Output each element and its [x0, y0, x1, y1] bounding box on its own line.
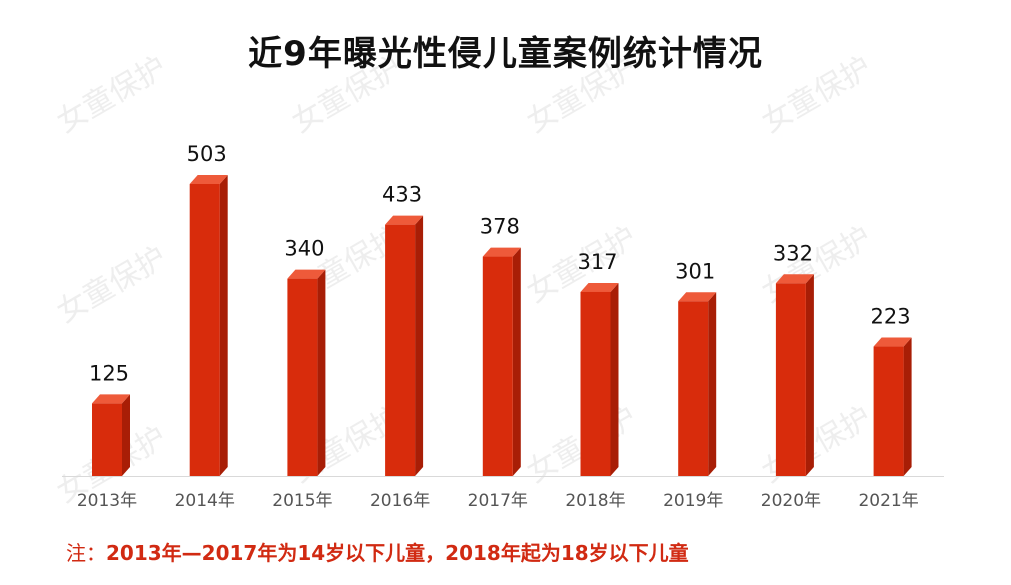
bar-top: [92, 394, 130, 404]
x-tick-label: 2019年: [663, 491, 723, 511]
data-label: 332: [773, 241, 813, 265]
bar: [580, 291, 611, 476]
bar-side: [219, 175, 228, 476]
data-label: 378: [480, 215, 520, 239]
x-tick-label: 2017年: [468, 491, 528, 511]
data-label: 433: [382, 183, 422, 207]
bar: [873, 346, 904, 476]
data-label: 125: [89, 361, 129, 385]
bar: [678, 301, 709, 476]
bar-top: [482, 247, 521, 257]
bar-side: [512, 247, 521, 476]
x-tick-label: 2013年: [77, 491, 137, 511]
bar-side: [610, 282, 619, 476]
bar: [287, 278, 318, 476]
x-tick-label: 2018年: [565, 491, 625, 511]
bar-side: [317, 269, 326, 476]
x-tick-label: 2020年: [761, 491, 821, 511]
bar-top: [775, 274, 814, 284]
bar-top: [385, 215, 424, 225]
bar-top: [580, 282, 619, 292]
data-label: 223: [871, 305, 911, 329]
footnote-text: 2013年—2017年为14岁以下儿童，2018年起为18岁以下儿童: [106, 541, 689, 565]
bar-side: [903, 337, 912, 476]
data-label: 317: [577, 250, 617, 274]
bar: [775, 283, 806, 476]
chart-title: 近9年曝光性侵儿童案例统计情况: [248, 34, 763, 74]
bar-top: [678, 292, 717, 302]
x-tick-label: 2021年: [858, 491, 918, 511]
bar-top: [287, 269, 326, 279]
bar: [189, 184, 220, 476]
data-label: 340: [284, 237, 324, 261]
bar-top: [189, 175, 228, 184]
x-tick-label: 2016年: [370, 491, 430, 511]
footnote-prefix: 注：: [66, 541, 106, 565]
x-tick-label: 2015年: [272, 491, 332, 511]
bar-side: [805, 274, 814, 476]
x-tick-label: 2014年: [175, 491, 235, 511]
bar: [385, 224, 416, 476]
bar-side: [708, 292, 717, 476]
bar-side: [415, 215, 424, 477]
bar: [482, 256, 513, 476]
bar-side: [122, 394, 130, 476]
data-label: 301: [675, 259, 715, 283]
footnote: 注：2013年—2017年为14岁以下儿童，2018年起为18岁以下儿童: [66, 537, 689, 566]
bar-top: [873, 337, 912, 347]
bar: [92, 403, 122, 476]
data-label: 503: [187, 142, 227, 166]
